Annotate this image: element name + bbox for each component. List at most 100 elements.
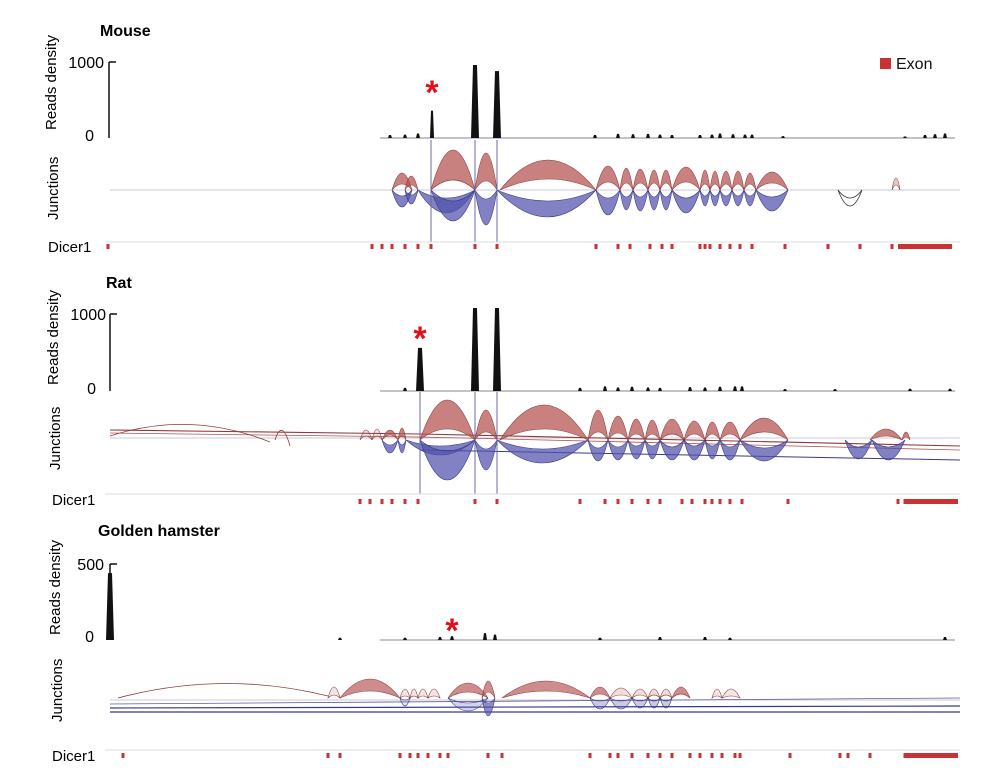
- exon-tick: [398, 753, 402, 758]
- density-peak: [703, 387, 707, 391]
- exon-tick: [426, 753, 430, 758]
- exon-tick: [630, 499, 634, 504]
- exon-tick: [838, 753, 842, 758]
- density-peak: [403, 387, 407, 391]
- asterisk: *: [445, 612, 459, 650]
- exon-tick: [408, 753, 412, 758]
- exon-tick: [660, 244, 664, 249]
- exon-tick: [358, 499, 362, 504]
- density-peak: [658, 134, 662, 138]
- exon-tick: [646, 499, 650, 504]
- exon-tick: [733, 753, 737, 758]
- density-peak: [598, 637, 602, 640]
- exon-tick: [403, 244, 407, 249]
- exon-tick: [403, 499, 407, 504]
- exon-tick: [438, 753, 442, 758]
- density-peak: [933, 134, 937, 138]
- y-tick-label-max: 500: [77, 557, 104, 574]
- density-peak: [943, 636, 947, 640]
- exon-tick: [728, 244, 732, 249]
- density-peak: [483, 633, 487, 640]
- exon-tick: [738, 753, 742, 758]
- exon-track: [358, 499, 957, 504]
- panel-rat: Rat Reads density 1000 0 * Junctions: [45, 275, 961, 509]
- density-peak: [403, 134, 407, 138]
- exon-tick: [416, 499, 420, 504]
- exon-tick: [688, 753, 692, 758]
- exon-tick: [846, 753, 850, 758]
- density-peak: [646, 387, 650, 391]
- junctions-axis-label: Junctions: [49, 659, 66, 722]
- exon-tick: [390, 244, 394, 249]
- density-peak: [733, 386, 737, 391]
- y-tick-label-min: 0: [87, 381, 96, 398]
- exon-tick: [868, 753, 872, 758]
- legend-exon-swatch: [880, 58, 891, 69]
- exon-tick: [473, 499, 477, 504]
- exon-tick: [380, 499, 384, 504]
- exon-tick: [670, 753, 674, 758]
- exon-tick: [495, 244, 499, 249]
- density-axis-label: Reads density: [43, 34, 60, 130]
- exon-track: [106, 244, 950, 249]
- panel-golden-hamster: Golden hamster Reads density 500 0 * Jun…: [47, 523, 961, 765]
- exon-tick: [698, 753, 702, 758]
- y-tick-label-max: 1000: [68, 55, 104, 72]
- exon-tick: [616, 753, 620, 758]
- exon-tick: [370, 244, 374, 249]
- exon-tick: [670, 244, 674, 249]
- exon-block: [905, 753, 958, 758]
- exon-tick: [390, 499, 394, 504]
- density-peak: [688, 387, 692, 391]
- density-peak: [493, 71, 501, 138]
- density-peak: [416, 347, 424, 391]
- exon-tick: [890, 244, 894, 249]
- density-peak: [338, 637, 342, 640]
- density-peak: [578, 387, 582, 391]
- junctions-axis-label: Junctions: [45, 157, 62, 220]
- exon-tick: [720, 753, 724, 758]
- density-peak: [718, 386, 722, 391]
- exon-tick: [106, 244, 110, 249]
- exon-tick: [718, 244, 722, 249]
- exon-tick: [594, 244, 598, 249]
- density-peak: [106, 573, 114, 640]
- density-peak: [493, 308, 501, 391]
- exon-tick: [500, 753, 504, 758]
- density-peaks: [106, 573, 955, 641]
- exon-tick: [718, 499, 722, 504]
- exon-tick: [896, 499, 900, 504]
- gene-label: Dicer1: [52, 492, 95, 509]
- exon-tick: [710, 499, 714, 504]
- density-peak: [450, 636, 454, 640]
- exon-tick: [326, 753, 330, 758]
- density-peak: [710, 134, 714, 138]
- exon-tick: [588, 753, 592, 758]
- y-tick-label-min: 0: [85, 128, 94, 145]
- exon-tick: [578, 499, 582, 504]
- exon-tick: [486, 753, 490, 758]
- density-peak: [943, 133, 947, 138]
- exon-tick: [429, 244, 433, 249]
- exon-tick: [658, 499, 662, 504]
- exon-tick: [750, 244, 754, 249]
- exon-tick: [495, 499, 499, 504]
- exon-tick: [648, 244, 652, 249]
- density-peak: [388, 134, 392, 138]
- legend-exon-label: Exon: [896, 56, 932, 73]
- density-peak: [740, 386, 744, 391]
- exon-tick: [788, 753, 792, 758]
- panel-title: Rat: [106, 275, 132, 292]
- density-peak: [703, 636, 707, 640]
- gene-label: Dicer1: [48, 239, 91, 256]
- density-peak: [616, 387, 620, 391]
- density-peak: [593, 134, 597, 138]
- exon-tick: [416, 753, 420, 758]
- junction-arcs: [391, 140, 901, 242]
- density-peak: [471, 308, 479, 391]
- asterisk: *: [425, 74, 439, 112]
- exon-tick: [858, 244, 862, 249]
- exon-tick: [603, 499, 607, 504]
- junction-arcs: [109, 678, 961, 717]
